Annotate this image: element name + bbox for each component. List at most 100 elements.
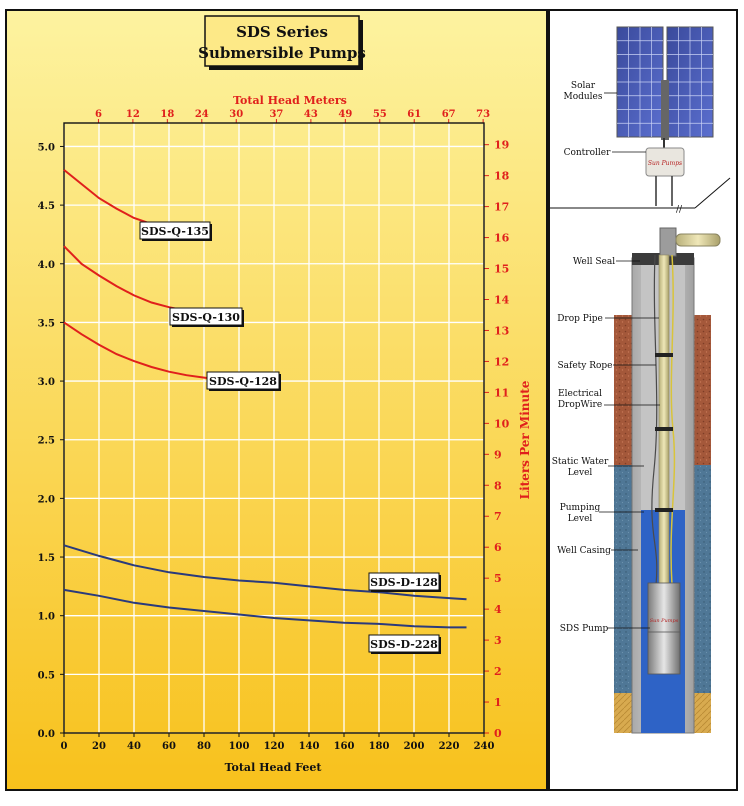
series-label-text: SDS-Q-130 — [172, 311, 240, 324]
y2-tick-label: 0 — [494, 727, 502, 740]
y-tick-label: 4.5 — [38, 201, 55, 212]
y2-axis-label: Liters Per Minute — [518, 380, 532, 499]
y2-tick-label: 12 — [494, 355, 509, 368]
diagram-label-text: Solar — [571, 81, 596, 91]
y-tick-label: 0.0 — [38, 729, 55, 740]
x2-tick-label: 67 — [442, 109, 456, 120]
y-tick-label: 0.5 — [38, 670, 55, 681]
diagram-label-text: Static Water — [552, 457, 609, 467]
x2-tick-label: 6 — [95, 109, 102, 120]
series-label-sds-q-135: SDS-Q-135 — [139, 221, 212, 241]
x2-tick-label: 73 — [476, 109, 490, 120]
drop-pipe — [658, 254, 670, 588]
diagram-label-text: SDS Pump — [560, 624, 609, 634]
diagram-label-text: Electrical — [558, 389, 602, 399]
series-labels: SDS-Q-135 SDS-Q-130 SDS-Q-128 SDS-D-128 SDS-… — [139, 221, 441, 654]
diagram-label-well-seal: Well Seal — [573, 257, 640, 267]
y2-tick-label: 5 — [494, 572, 502, 585]
diagram-label-text: Pumping — [560, 503, 601, 513]
x-tick-label: 120 — [264, 741, 285, 752]
x-tick-label: 220 — [439, 741, 460, 752]
title-line-2: Submersible Pumps — [198, 44, 366, 62]
controller-icon: Sun Pumps — [645, 138, 685, 206]
series-label-sds-d-128: SDS-D-128 — [368, 572, 441, 592]
x-tick-label: 60 — [162, 741, 176, 752]
diagram-label-text: Controller — [564, 148, 612, 158]
series-label-text: SDS-D-128 — [370, 576, 438, 589]
x-tick-label: 200 — [404, 741, 425, 752]
y-tick-label: 3.5 — [38, 318, 55, 329]
plot-frame — [63, 122, 485, 734]
series-label-sds-d-228: SDS-D-228 — [368, 634, 441, 654]
y2-tick-label: 11 — [494, 386, 509, 399]
y2-tick-label: 7 — [494, 510, 502, 523]
diagram-label-text: DropWire — [558, 400, 602, 410]
diagram-label-sds-pump: SDS Pump — [560, 624, 650, 634]
y2-tick-label: 19 — [494, 139, 509, 152]
diagram-label-text: Well Casing — [557, 546, 611, 556]
y2-tick-label: 8 — [494, 479, 502, 492]
y2-tick-label: 10 — [494, 417, 510, 430]
y2-tick-label: 17 — [494, 201, 509, 214]
diagram-label-text: Level — [568, 514, 593, 524]
x2-tick-label: 37 — [269, 109, 283, 120]
sds-pump-icon: Sun Pumps — [647, 582, 681, 675]
y-tick-label: 2.5 — [38, 436, 55, 447]
x2-tick-label: 43 — [304, 109, 318, 120]
y2-tick-label: 4 — [494, 603, 502, 616]
series-line-sds-d-128 — [63, 544, 467, 601]
x2-tick-label: 61 — [407, 109, 421, 120]
x-tick-label: 0 — [61, 741, 68, 752]
well-diagram: Sun Pumps // Sun Pum — [550, 26, 731, 734]
svg-text:Sun Pumps: Sun Pumps — [650, 618, 679, 624]
y2-tick-label: 13 — [494, 324, 509, 337]
series-label-sds-q-128: SDS-Q-128 — [206, 371, 281, 391]
diagram-label-text: Level — [568, 468, 593, 478]
x-tick-label: 240 — [474, 741, 495, 752]
x2-tick-label: 55 — [373, 109, 387, 120]
x2-tick-label: 49 — [338, 109, 352, 120]
series-label-sds-q-130: SDS-Q-130 — [169, 307, 244, 327]
y2-tick-label: 2 — [494, 665, 502, 678]
diagram-label-well-casing: Well Casing — [557, 546, 638, 556]
title-box: SDS Series Submersible Pumps — [198, 15, 366, 70]
series-label-text: SDS-D-228 — [370, 638, 438, 651]
x-tick-label: 20 — [92, 741, 106, 752]
x-axis-label: Total Head Feet — [225, 761, 323, 774]
safety-rope — [651, 254, 658, 586]
title-line-1: SDS Series — [236, 23, 328, 41]
y2-tick-label: 6 — [494, 541, 502, 554]
y-tick-label: 4.0 — [38, 260, 55, 271]
y2-tick-label: 9 — [494, 448, 502, 461]
diagram-label-text: Drop Pipe — [557, 314, 603, 324]
x2-tick-label: 12 — [126, 109, 140, 120]
axes: 0 20 40 60 80 100 120 140 160 180 200 220 2400.00.51… — [38, 109, 510, 752]
chart-panel — [5, 9, 548, 791]
solar-modules-icon — [616, 26, 714, 140]
y-tick-label: 5.0 — [38, 142, 55, 153]
y2-tick-label: 18 — [494, 170, 510, 183]
x-tick-label: 80 — [197, 741, 211, 752]
y-tick-label: 3.0 — [38, 377, 55, 388]
y-tick-label: 2.0 — [38, 494, 55, 505]
x2-axis-label: Total Head Meters — [233, 94, 347, 107]
x-tick-label: 140 — [299, 741, 320, 752]
series-label-text: SDS-Q-135 — [141, 225, 209, 238]
diagram-label-safety-rope: Safety Rope — [557, 361, 656, 371]
diagram-label-controller: Controller — [564, 148, 646, 158]
diagram-label-text: Well Seal — [573, 257, 615, 267]
y2-tick-label: 1 — [494, 696, 502, 709]
series-label-text: SDS-Q-128 — [209, 375, 277, 388]
series-line-sds-d-228 — [63, 588, 467, 629]
x-tick-label: 160 — [334, 741, 355, 752]
x-tick-label: 100 — [229, 741, 250, 752]
y-tick-label: 1.5 — [38, 553, 55, 564]
diagram-label-text: Modules — [563, 92, 602, 102]
x-tick-label: 180 — [369, 741, 390, 752]
